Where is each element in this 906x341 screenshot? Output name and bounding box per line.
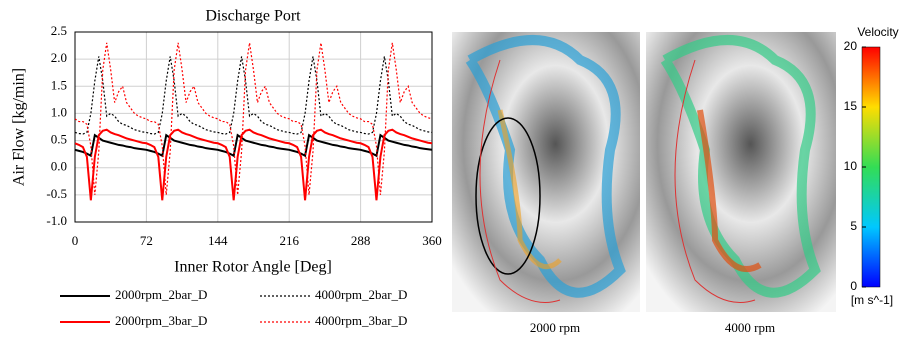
y-axis-label: Air Flow [kg/min] [11, 68, 28, 186]
x-axis-label: Inner Rotor Angle [Deg] [174, 259, 332, 276]
x-tick-label: 0 [72, 233, 79, 248]
y-tick-label: 1.0 [51, 104, 67, 119]
x-tick-label: 72 [140, 233, 153, 248]
panel-label: 2000 rpm [530, 320, 580, 335]
y-tick-label: -0.5 [46, 186, 67, 201]
chart-title: Discharge Port [205, 8, 301, 25]
y-tick-label: 2.0 [51, 50, 67, 65]
x-tick-label: 216 [279, 233, 299, 248]
x-tick-label: 144 [208, 233, 228, 248]
colorbar-tick-label: 15 [844, 99, 858, 113]
legend-label: 4000rpm_2bar_D [315, 287, 407, 302]
y-tick-label: 0.5 [51, 132, 67, 147]
plot-area: -1.0 -0.5 0.0 0.5 1.0 1.5 2.0 2.5 0 72 144 216 288 36… [46, 23, 441, 248]
figure: Discharge Port Inner Rotor Angle [Deg] A… [0, 0, 906, 341]
y-tick-label: 2.5 [51, 23, 67, 38]
panel-label: 4000 rpm [725, 320, 775, 335]
colorbar-title: Velocity [857, 25, 898, 39]
legend-label: 2000rpm_3bar_D [115, 313, 207, 328]
legend: 2000rpm_2bar_D 4000rpm_2bar_D 2000rpm_3bar… [60, 287, 407, 328]
y-tick-label: 1.5 [51, 77, 67, 92]
x-tick-label: 288 [351, 233, 371, 248]
colorbar-tick-label: 0 [850, 279, 857, 293]
legend-label: 2000rpm_2bar_D [115, 287, 207, 302]
y-tick-label: -1.0 [46, 213, 67, 228]
panel-2000 [452, 32, 640, 312]
colorbar-unit: [m s^-1] [851, 293, 893, 307]
colorbar-tick-label: 10 [844, 159, 858, 173]
colorbar-tick-label: 20 [844, 39, 858, 53]
colorbar-tick-label: 5 [850, 219, 857, 233]
x-tick-label: 360 [422, 233, 442, 248]
colorbar: Velocity [m s^-1] 0 5 10 15 20 [844, 25, 899, 307]
y-tick-label: 0.0 [51, 159, 67, 174]
legend-label: 4000rpm_3bar_D [315, 313, 407, 328]
panel-4000 [646, 32, 836, 312]
